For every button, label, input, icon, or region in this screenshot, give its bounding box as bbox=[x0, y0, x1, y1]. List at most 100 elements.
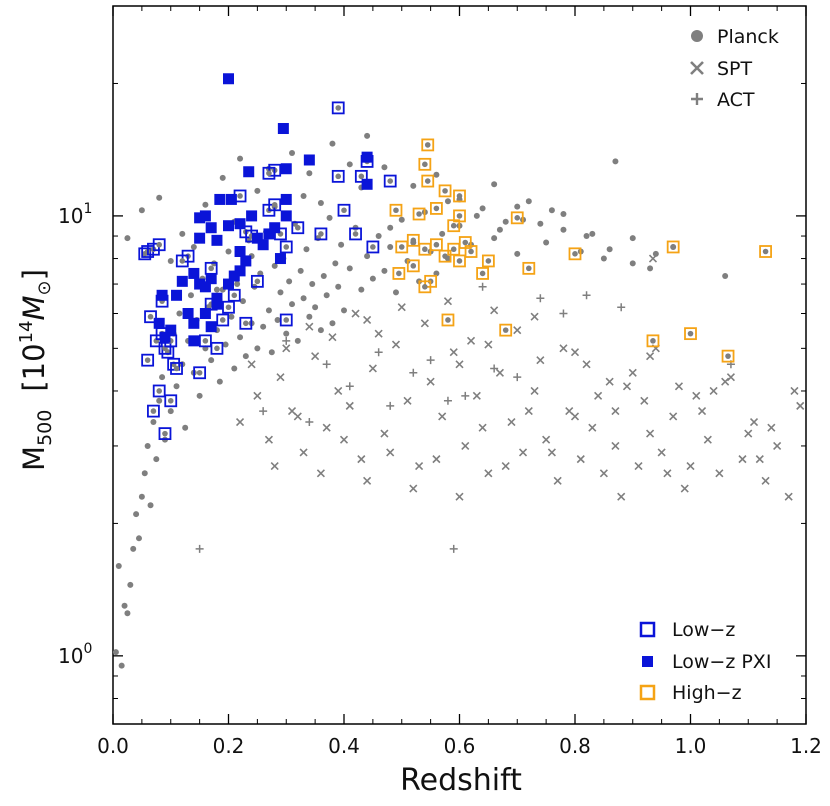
point bbox=[208, 357, 215, 364]
point bbox=[138, 207, 145, 214]
point bbox=[647, 265, 654, 272]
point bbox=[329, 140, 336, 147]
point bbox=[194, 212, 206, 224]
point bbox=[464, 245, 478, 258]
legend-highz-label: High−z bbox=[672, 682, 742, 704]
x-tick-label: 0.2 bbox=[213, 734, 245, 758]
point bbox=[262, 166, 276, 180]
point bbox=[553, 476, 562, 485]
point bbox=[277, 289, 284, 296]
point bbox=[223, 278, 234, 290]
point bbox=[341, 307, 347, 314]
point bbox=[188, 317, 200, 329]
point bbox=[133, 511, 140, 518]
point bbox=[433, 270, 440, 277]
point bbox=[759, 245, 772, 258]
point bbox=[300, 192, 307, 199]
y-tick-label: 100 bbox=[58, 641, 92, 668]
point bbox=[432, 455, 441, 464]
point bbox=[438, 184, 452, 198]
point bbox=[153, 317, 165, 329]
point bbox=[305, 418, 314, 427]
point bbox=[703, 435, 712, 444]
point bbox=[484, 340, 493, 349]
point bbox=[156, 289, 168, 301]
point bbox=[514, 203, 521, 210]
point bbox=[415, 462, 424, 471]
point bbox=[721, 349, 735, 363]
point bbox=[312, 304, 319, 311]
point bbox=[280, 163, 292, 175]
point bbox=[306, 170, 313, 177]
point bbox=[188, 335, 200, 347]
point bbox=[182, 308, 194, 320]
point bbox=[299, 448, 308, 457]
point bbox=[150, 419, 157, 426]
point bbox=[337, 203, 351, 217]
point bbox=[182, 424, 189, 431]
point bbox=[305, 322, 314, 331]
point bbox=[443, 297, 453, 306]
point bbox=[219, 174, 226, 181]
point bbox=[479, 205, 486, 212]
point bbox=[364, 253, 371, 260]
point bbox=[269, 222, 281, 234]
point bbox=[205, 273, 217, 285]
point bbox=[144, 310, 157, 324]
point bbox=[309, 281, 316, 288]
point bbox=[576, 455, 585, 464]
legend-planck-marker bbox=[691, 30, 703, 42]
point bbox=[152, 238, 166, 252]
point bbox=[612, 158, 619, 165]
point bbox=[257, 270, 264, 277]
y-title-sub: 500 bbox=[34, 410, 56, 446]
point bbox=[507, 417, 516, 427]
point bbox=[115, 563, 122, 570]
point bbox=[395, 240, 409, 254]
point bbox=[235, 417, 245, 427]
point bbox=[127, 581, 134, 588]
point bbox=[383, 174, 397, 188]
point bbox=[560, 226, 567, 233]
point bbox=[429, 238, 443, 252]
y-tick-label: 101 bbox=[58, 201, 92, 228]
point bbox=[438, 412, 447, 421]
point bbox=[381, 164, 388, 171]
point bbox=[223, 73, 234, 85]
point bbox=[444, 198, 451, 205]
x-tick-label: 0.4 bbox=[328, 734, 360, 758]
point bbox=[600, 255, 607, 262]
point bbox=[646, 429, 655, 438]
point bbox=[622, 382, 632, 391]
point bbox=[199, 281, 211, 293]
point bbox=[257, 239, 269, 251]
point bbox=[280, 193, 292, 205]
point bbox=[674, 382, 684, 391]
legend-lowz-label: Low−z bbox=[672, 619, 735, 641]
point bbox=[721, 377, 730, 386]
point bbox=[228, 270, 240, 282]
point bbox=[171, 289, 183, 301]
point bbox=[251, 232, 263, 244]
point bbox=[271, 262, 278, 269]
point bbox=[583, 233, 590, 240]
point bbox=[375, 233, 382, 240]
point bbox=[211, 298, 223, 310]
point bbox=[386, 448, 395, 457]
point bbox=[237, 155, 244, 162]
point bbox=[398, 216, 405, 223]
point bbox=[389, 203, 403, 217]
y-title-unit-sub: ⊙ bbox=[34, 280, 55, 295]
point bbox=[214, 193, 226, 205]
point bbox=[796, 401, 805, 410]
point bbox=[570, 412, 580, 421]
point bbox=[306, 313, 313, 320]
point bbox=[320, 273, 327, 280]
point bbox=[406, 259, 420, 273]
point bbox=[421, 138, 435, 152]
point bbox=[211, 292, 223, 304]
point bbox=[303, 154, 315, 166]
point bbox=[686, 462, 695, 471]
legend-act-marker bbox=[691, 93, 703, 105]
point bbox=[657, 448, 666, 457]
